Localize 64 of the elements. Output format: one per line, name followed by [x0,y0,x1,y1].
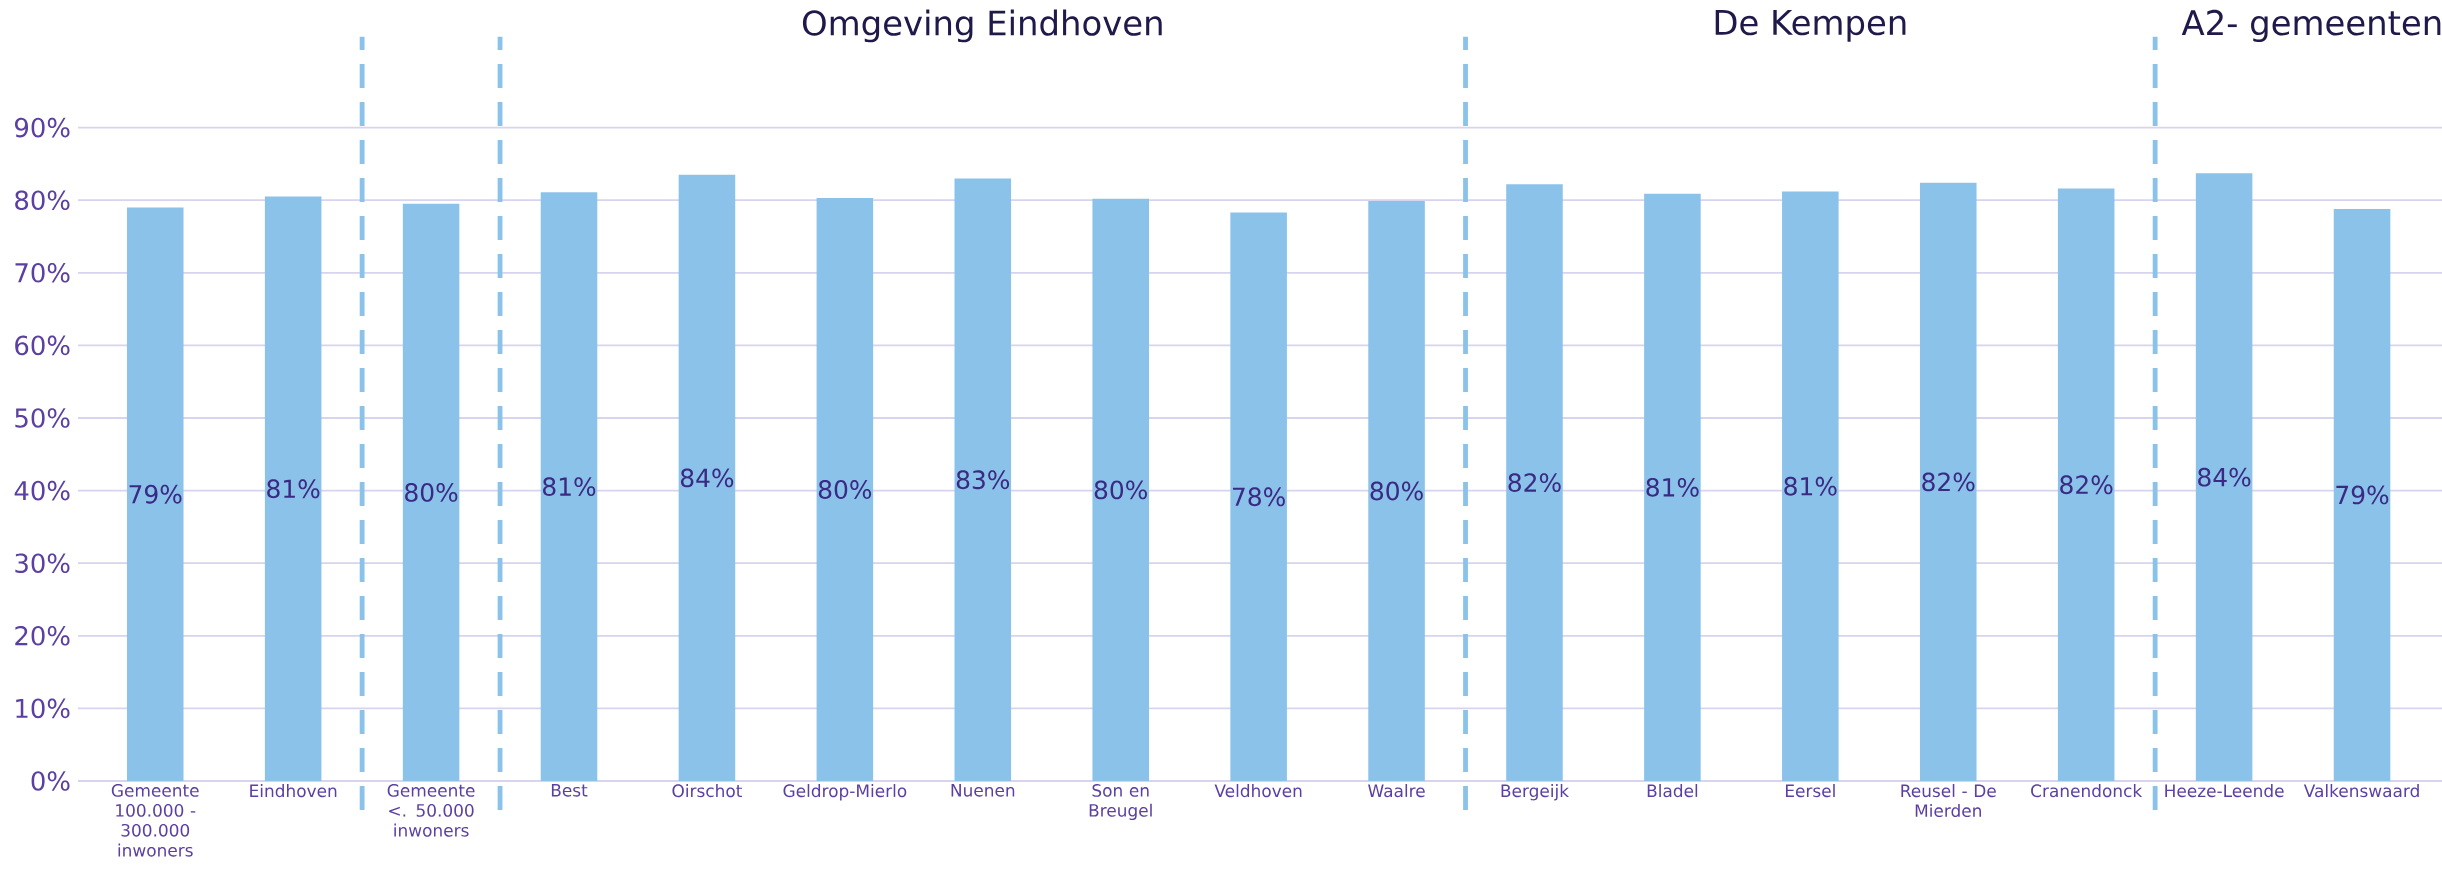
x-tick-label: Eersel [1785,784,1835,798]
text: De Kempen [1715,10,1906,42]
x-tick-label: Geldrop-Mierlo [783,784,907,801]
bar [1506,184,1563,781]
y-tick-label: 50% [15,408,70,428]
bar [1092,198,1149,781]
bar [1230,212,1287,781]
data-label: 82% [2060,475,2113,495]
x-tick-label: Heeze-Leende [2165,784,2284,798]
x-tick-label: Son en Breugel [1089,784,1152,821]
x-tick-label: Reusel - De Mierden [1901,784,1996,818]
data-label: 82% [1922,472,1975,492]
data-label: 81% [543,477,596,497]
data-label: 83% [956,470,1010,490]
data-label: 80% [1094,480,1147,500]
bar [678,174,736,781]
bar [264,196,322,781]
data-label: 80% [405,482,458,502]
y-tick-label: 60% [15,335,70,356]
bar [1644,193,1701,781]
y-tick-label: 80% [15,190,70,211]
bar [2195,173,2253,781]
y-tick-label: 40% [14,480,70,501]
bar [954,178,1012,781]
bar [126,207,184,781]
bar [1782,191,1839,781]
data-label: 79% [129,484,182,504]
data-label: 81% [267,479,320,499]
x-tick-label: Bergeijk [1501,784,1569,801]
x-tick-label: Best [551,784,588,797]
text: Omgeving Eindhoven [802,9,1162,43]
bar [2057,188,2115,781]
y-tick-label: 20% [15,626,70,646]
x-tick-label: Bladel [1647,784,1698,798]
data-label: 78% [1232,487,1285,507]
y-tick-label: 30% [15,553,70,574]
x-tick-label: Veldhoven [1214,784,1302,798]
data-label: 84% [680,468,734,488]
x-tick-label: Gemeente <. 50.000 inwoners [387,784,475,837]
text: A2- gemeenten [2181,9,2441,43]
x-tick-label: Oirschot [672,784,742,798]
x-tick-label: Valkenswaard [2303,784,2419,798]
data-label: 82% [1508,473,1561,493]
x-tick-label: Waalre [1368,784,1425,798]
data-label: 84% [2198,467,2251,487]
bar [816,198,874,781]
bar [402,203,460,781]
x-tick-label: Gemeente 100.000 - 300.000 inwoners [111,784,199,857]
bar [1368,200,1425,781]
y-tick-label: 90% [15,117,70,138]
bar [2333,208,2391,781]
data-label: 81% [1784,476,1837,496]
bar [540,192,598,781]
data-label: 79% [2336,485,2389,505]
x-tick-label: Eindhoven [250,784,337,798]
data-label: 81% [1646,477,1699,497]
y-tick-label: 0% [31,771,70,791]
bar [1919,182,1977,781]
x-tick-label: Nuenen [951,784,1015,797]
y-tick-label: 70% [15,263,70,283]
data-label: 80% [818,480,872,499]
data-label: 80% [1370,481,1423,501]
x-tick-label: Cranendonck [2031,784,2143,798]
y-tick-label: 10% [16,698,70,719]
